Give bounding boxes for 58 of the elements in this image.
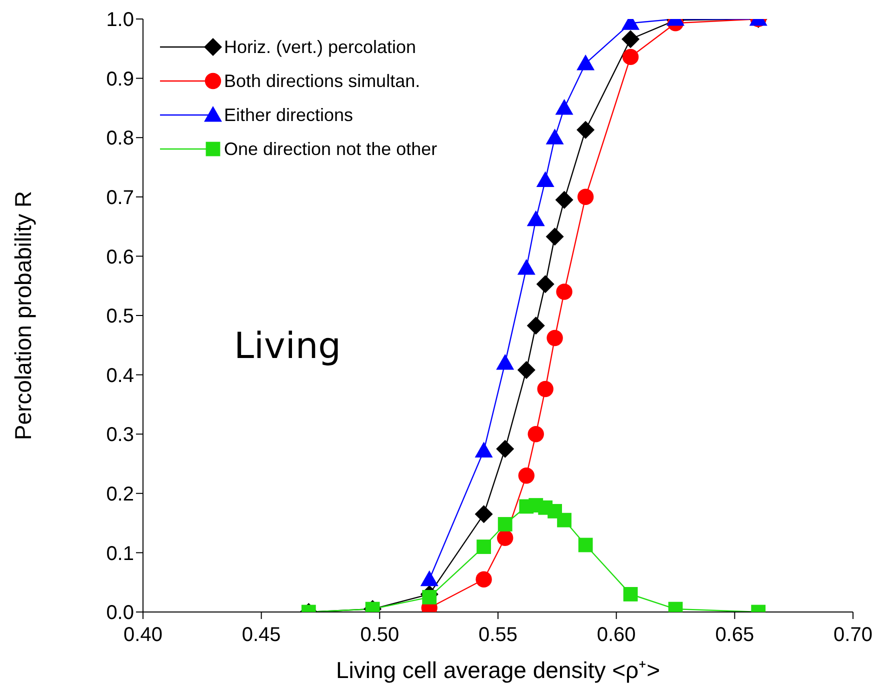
y-tick-label: 0.6: [106, 246, 134, 268]
point: [623, 587, 638, 602]
point: [577, 188, 594, 205]
legend-label: Horiz. (vert.) percolation: [224, 36, 416, 58]
x-tick-label: 0.70: [834, 624, 872, 646]
point: [420, 570, 438, 586]
point: [497, 530, 514, 546]
point: [555, 98, 574, 115]
point: [622, 30, 640, 48]
point: [518, 468, 534, 484]
y-tick-label: 0.3: [106, 424, 134, 446]
y-tick-label: 0.2: [106, 484, 134, 506]
x-tick-label: 0.40: [124, 624, 162, 646]
legend-label: One direction not the other: [224, 138, 438, 160]
point: [536, 275, 554, 294]
point: [537, 380, 554, 398]
x-tick-label: 0.60: [596, 624, 636, 646]
legend-label: Both directions simultan.: [224, 70, 420, 92]
point: [526, 316, 545, 335]
point: [498, 517, 512, 532]
point: [476, 571, 492, 588]
point: [555, 190, 574, 209]
point: [576, 120, 595, 139]
point: [528, 426, 544, 442]
point: [517, 259, 536, 275]
annotation: Living: [234, 326, 342, 367]
y-axis-title: Percolation probability R: [10, 190, 36, 440]
point: [496, 440, 514, 458]
point: [622, 48, 639, 66]
point: [576, 54, 595, 70]
point: [526, 210, 545, 226]
y-tick-label: 0.7: [106, 187, 134, 209]
x-tick-label: 0.65: [715, 624, 754, 646]
point: [474, 505, 493, 524]
y-tick-label: 0.5: [106, 306, 134, 328]
x-tick-label: 0.50: [360, 624, 400, 646]
point: [517, 361, 536, 380]
point: [474, 442, 493, 458]
y-tick-label: 0.1: [106, 542, 134, 565]
x-axis-title: Living cell average density <ρ⁺>: [336, 657, 660, 683]
point: [546, 330, 563, 346]
point: [578, 538, 593, 552]
point: [557, 512, 572, 528]
y-tick-label: 0.8: [106, 128, 134, 150]
point: [546, 128, 564, 144]
point: [536, 171, 554, 188]
point: [476, 540, 491, 554]
legend-label: Either directions: [224, 104, 354, 126]
y-tick-label: 0.0: [106, 602, 134, 624]
point: [546, 228, 564, 246]
x-tick-label: 0.45: [242, 624, 281, 646]
point: [556, 284, 572, 300]
x-tick-label: 0.55: [478, 624, 518, 646]
point: [422, 590, 437, 604]
y-tick-label: 1.0: [106, 9, 134, 32]
point: [496, 354, 514, 370]
y-tick-label: 0.9: [106, 68, 134, 90]
y-tick-label: 0.4: [106, 364, 134, 387]
